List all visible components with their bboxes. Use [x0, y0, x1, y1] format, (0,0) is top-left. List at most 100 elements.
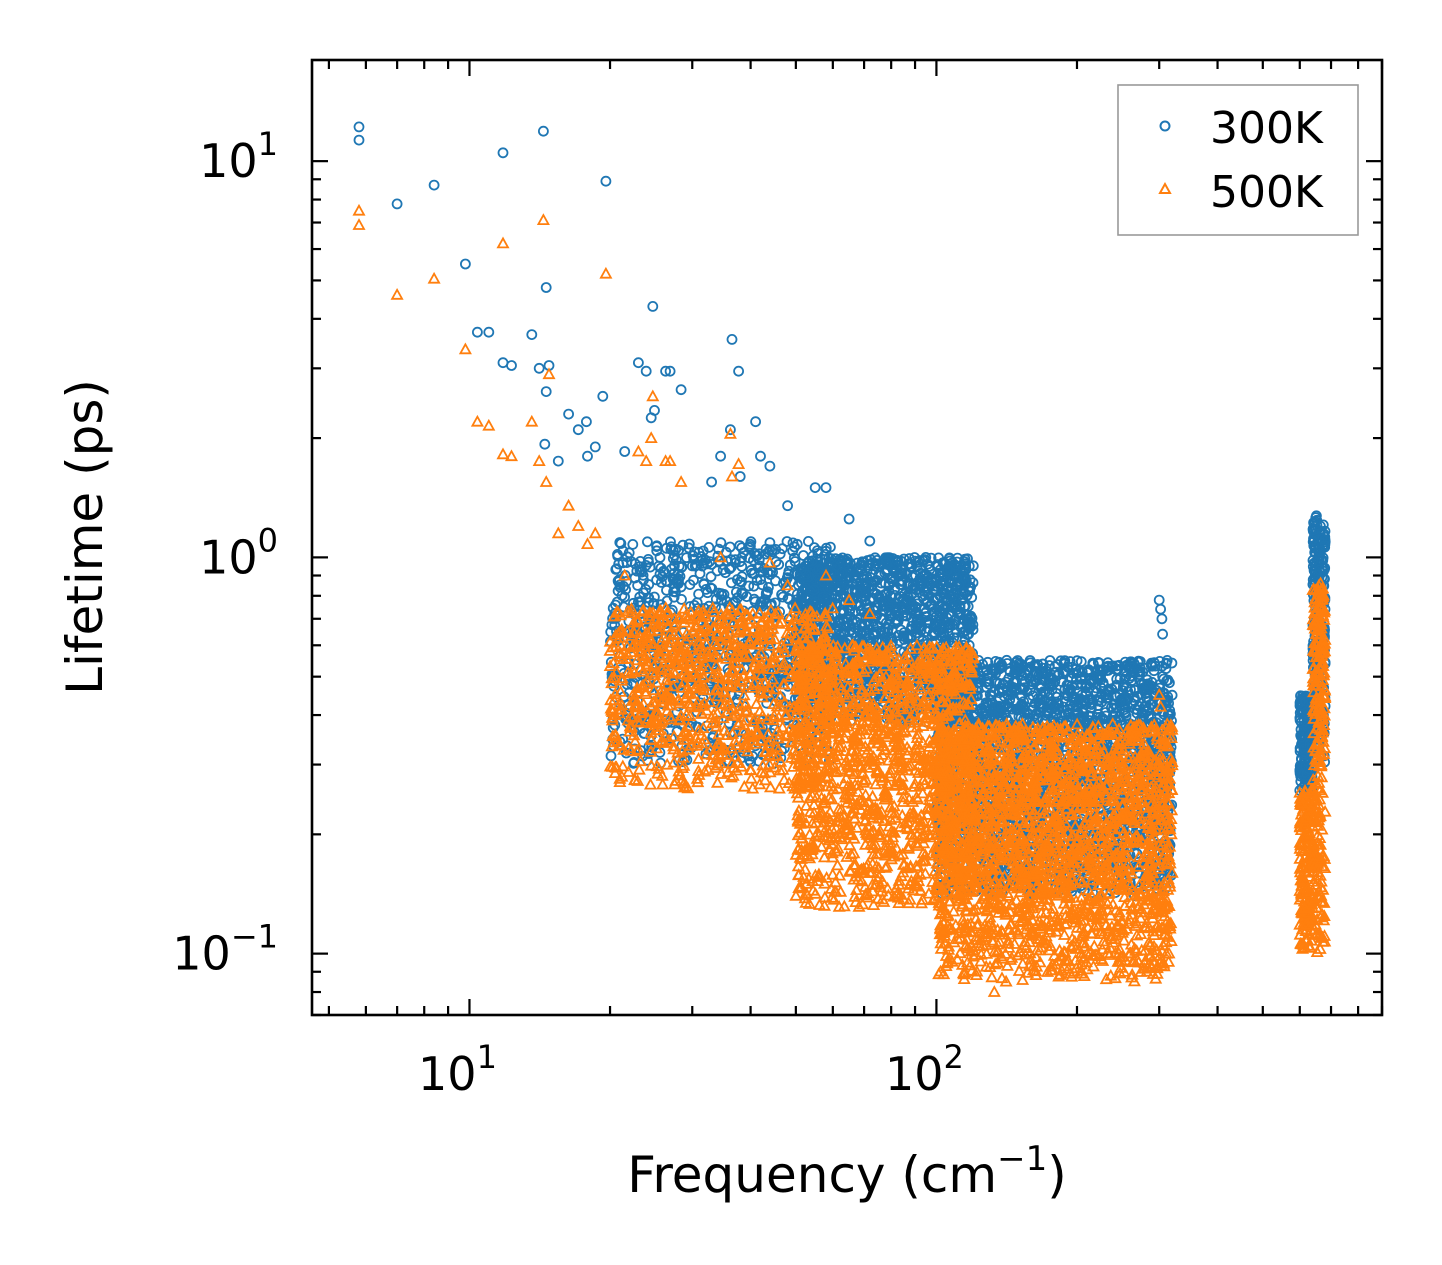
point-300k-band	[730, 596, 741, 608]
point-300k-band	[803, 536, 814, 547]
point-300k	[391, 198, 403, 210]
point-300k	[597, 390, 609, 402]
point-300k	[675, 384, 687, 396]
point-300k-band	[669, 560, 680, 572]
point-300k-band	[755, 574, 766, 585]
point-300k-band	[689, 546, 700, 558]
point-300k-band	[736, 587, 747, 599]
point-300k	[540, 386, 552, 398]
point-300k-band	[725, 554, 737, 566]
point-300k-band	[764, 569, 776, 580]
point-300k	[506, 360, 517, 371]
point-300k-band	[651, 540, 663, 552]
point-300k-band	[703, 542, 715, 553]
point-300k-band	[674, 571, 686, 582]
point-300k-band	[760, 589, 772, 600]
point-300k	[582, 450, 593, 462]
point-300k-band	[789, 541, 800, 553]
point-300k	[572, 424, 584, 436]
point-300k	[589, 441, 601, 453]
point-300k	[820, 482, 832, 494]
point-300k-band	[627, 539, 639, 550]
point-300k-band	[736, 552, 747, 564]
point-300k-band	[667, 545, 679, 556]
point-300k-band	[776, 543, 788, 555]
point-300k	[533, 362, 545, 374]
point-300k	[538, 125, 549, 137]
point-300k	[539, 438, 551, 450]
point-300k-band	[713, 587, 725, 599]
point-300k-band	[612, 575, 624, 587]
point-300k-band	[681, 552, 692, 564]
point-300k-band	[686, 560, 698, 572]
point-300k-band	[729, 554, 741, 566]
point-300k-band	[613, 558, 625, 570]
point-300k	[733, 365, 744, 377]
point-300k-band	[619, 591, 630, 603]
point-300k-band	[683, 538, 695, 550]
point-300k-band	[743, 580, 755, 592]
point-300k	[483, 326, 495, 338]
data-points-layer	[352, 121, 1332, 997]
point-300k-band	[748, 568, 760, 580]
point-300k-band	[777, 591, 789, 603]
point-300k	[647, 300, 659, 312]
point-300k-band	[670, 554, 682, 566]
point-300k	[600, 175, 612, 187]
point-300k-band	[764, 544, 775, 556]
point-300k	[809, 482, 821, 494]
point-300k	[552, 455, 564, 467]
point-300k	[843, 513, 855, 525]
point-300k-band	[651, 545, 663, 557]
point-300k-band	[634, 561, 646, 572]
point-300k-band	[716, 594, 727, 606]
point-300k	[353, 121, 365, 133]
point-300k	[750, 416, 761, 428]
point-300k	[459, 258, 471, 270]
point-300k-band	[748, 554, 759, 566]
point-300k	[471, 326, 483, 338]
point-300k-band	[668, 586, 679, 598]
point-300k-band	[737, 588, 749, 600]
point-300k	[633, 357, 644, 369]
point-300k-band	[763, 582, 774, 593]
point-300k-band	[672, 577, 683, 588]
point-300k	[706, 476, 717, 488]
point-300k-band	[605, 750, 617, 762]
point-300k-band	[628, 757, 639, 769]
point-300k	[619, 446, 631, 457]
point-300k-band	[788, 552, 800, 564]
point-300k-band	[749, 596, 761, 608]
point-300k	[540, 282, 552, 293]
point-300k-band	[646, 744, 657, 756]
point-300k-band	[654, 568, 666, 580]
point-300k	[726, 333, 738, 345]
point-300k-band	[638, 574, 649, 586]
point-300k	[353, 134, 365, 146]
point-300k	[782, 500, 793, 512]
point-300k-band	[635, 596, 646, 608]
point-300k	[563, 408, 574, 420]
point-300k-band	[766, 546, 778, 558]
point-300k-band	[698, 578, 710, 590]
point-300k-band	[659, 567, 671, 578]
point-300k-band	[711, 565, 723, 577]
point-300k-band	[642, 536, 653, 548]
point-300k-band	[777, 673, 789, 685]
point-300k-band	[618, 581, 629, 592]
point-300k-band	[724, 541, 736, 553]
point-300k	[755, 450, 766, 462]
point-300k-band	[731, 586, 742, 598]
point-300k-band	[649, 591, 660, 603]
point-300k-band	[632, 580, 643, 591]
point-300k-band	[642, 554, 654, 565]
point-300k	[640, 365, 652, 377]
point-300k-band	[781, 536, 793, 547]
point-300k-band	[736, 571, 748, 583]
point-300k-band	[749, 548, 760, 559]
point-300k-band	[638, 587, 649, 599]
point-300k	[715, 450, 726, 462]
point-300k-band	[676, 594, 687, 605]
point-300k-band	[705, 571, 717, 583]
